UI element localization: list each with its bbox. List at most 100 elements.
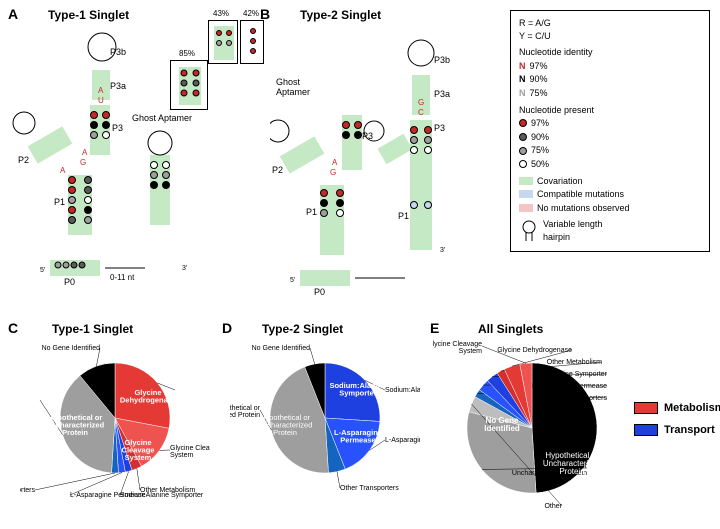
pie-slice-label: Glycine CleavageSystem bbox=[432, 341, 482, 355]
pie-slice-label: Sodium:Alanine Symporter bbox=[385, 387, 420, 394]
hairpin-icon bbox=[519, 219, 539, 243]
p1-stem bbox=[68, 175, 92, 235]
nt-letter: U bbox=[98, 96, 104, 105]
nt-letter: A bbox=[82, 148, 88, 157]
pie-slice-label: No Gene Identified bbox=[252, 345, 310, 352]
pie-slice-label: Glycine Dehydrogenase bbox=[497, 347, 572, 354]
callout-pct-b: 43% bbox=[213, 9, 229, 18]
svg-text:A: A bbox=[332, 158, 338, 167]
p2-loop-b bbox=[270, 120, 289, 142]
pie-c: Glycine Dehydrogenase Glycine CleavageSys… bbox=[20, 340, 210, 505]
panel-title-a: Type-1 Singlet bbox=[48, 8, 129, 22]
rna-svg-type1: G A A U A bbox=[10, 25, 250, 315]
panel-label-c: C bbox=[8, 320, 18, 336]
panel-title-e: All Singlets bbox=[478, 322, 543, 336]
p2-stem bbox=[28, 126, 73, 163]
callout-pct-a: 85% bbox=[179, 49, 195, 58]
nt-letter: G bbox=[80, 158, 86, 167]
legend-nomut: No mutations observed bbox=[537, 202, 630, 215]
callout-c: 42% bbox=[240, 20, 264, 64]
stem-label-p3a: P3a bbox=[110, 81, 126, 91]
stem-label-p2-b: P2 bbox=[272, 165, 283, 175]
callout-pct-c: 42% bbox=[243, 9, 259, 18]
legend-compat: Compatible mutations bbox=[537, 188, 624, 201]
ghost-aptamer-label-b: Ghost Aptamer bbox=[276, 77, 326, 97]
p0-stem-b bbox=[300, 270, 350, 286]
stem-label-p3b-b: P3b bbox=[434, 55, 450, 65]
legend-iupac1: R = A/G bbox=[519, 17, 701, 30]
pie-slice-label: Glycine CleavageSystem bbox=[170, 445, 210, 459]
callout-a: 85% bbox=[170, 60, 208, 110]
stem-label-p3b: P3b bbox=[110, 47, 126, 57]
stem-label-p3a-b: P3a bbox=[434, 89, 450, 99]
p2-stem-b bbox=[280, 136, 325, 173]
pie-slice-label: L-Asparagine Permease bbox=[70, 492, 146, 499]
legend-id-75: 75% bbox=[530, 87, 548, 100]
pie-slice-label: Other Transporters bbox=[20, 487, 35, 494]
pie-interior-label: L-AsparaginePermease bbox=[334, 428, 382, 445]
legend-pr-50: 50% bbox=[531, 158, 549, 171]
legend-pr-97: 97% bbox=[531, 117, 549, 130]
stem-label-p3-b: P3 bbox=[362, 131, 373, 141]
three-prime: 3' bbox=[182, 265, 187, 272]
ghost-aptamer-label: Ghost Aptamer bbox=[132, 113, 192, 123]
transport-label: Transport bbox=[664, 424, 715, 436]
pie-d: Sodium:Alanine Symporter L-Asparagine Per… bbox=[230, 340, 420, 505]
nt-letter: A bbox=[98, 86, 104, 95]
legend-identity-title: Nucleotide identity bbox=[519, 46, 701, 59]
linker-label: 0-11 nt bbox=[110, 273, 134, 282]
pie-e: No Gene IdentifiedHypothetical orUnchara… bbox=[432, 338, 632, 515]
stem-label-p3-gb: P3 bbox=[434, 123, 445, 133]
stem-label-p1: P1 bbox=[54, 197, 65, 207]
svg-text:G: G bbox=[330, 168, 336, 177]
stem-label-p2: P2 bbox=[18, 155, 29, 165]
pie-slice-label: Glycine Dehydrogenase bbox=[175, 387, 210, 394]
svg-text:G: G bbox=[418, 98, 424, 107]
pie-slice-label: L-Asparagine Permease bbox=[385, 437, 420, 444]
panel-title-b: Type-2 Singlet bbox=[300, 8, 381, 22]
pie-slice-label: Hypothetical orUncharacterized Protein bbox=[230, 405, 261, 419]
category-legend: Metabolism Transport bbox=[634, 400, 720, 438]
pie-interior-label: GlycineCleavageSystem bbox=[122, 438, 155, 462]
stem-label-p0-b: P0 bbox=[314, 287, 325, 297]
pie-d-svg: Sodium:Alanine Symporter L-Asparagine Per… bbox=[230, 340, 420, 500]
legend-pr-90: 90% bbox=[531, 131, 549, 144]
svg-text:C: C bbox=[418, 108, 424, 117]
pie-slice-label: L-Asparagine Permease bbox=[532, 383, 608, 390]
pie-slice-label: No Gene Identified bbox=[42, 345, 100, 352]
pie-slice-label: Sodium:Alanine Symporter bbox=[524, 371, 608, 378]
ghost-p2-b bbox=[378, 134, 413, 165]
ghost-loop bbox=[148, 131, 172, 155]
legend-box: R = A/G Y = C/U Nucleotide identity N97%… bbox=[510, 10, 710, 252]
nt-letter: A bbox=[60, 166, 66, 175]
pie-slice-label: Other Transporters bbox=[340, 485, 399, 492]
pie-interior-label: No GeneIdentified bbox=[484, 416, 520, 433]
stem-label-p1-gb: P1 bbox=[398, 211, 409, 221]
legend-hairpin: Variable length hairpin bbox=[543, 218, 623, 243]
metabolism-swatch bbox=[634, 402, 658, 414]
pie-slice-label: Other bbox=[544, 503, 562, 510]
rna-diagram-type1: G A A U A P3b P3a P3 P2 P1 P0 Ghost Apta… bbox=[10, 25, 250, 315]
legend-cov: Covariation bbox=[537, 175, 583, 188]
legend-pr-75: 75% bbox=[531, 144, 549, 157]
legend-iupac2: Y = C/U bbox=[519, 30, 701, 43]
pie-slice-label: Hypothetical orUncharacterized Protein bbox=[20, 395, 41, 409]
stem-label-p1-b: P1 bbox=[306, 207, 317, 217]
five-prime-b: 5' bbox=[290, 277, 295, 284]
rna-svg-type2: G A C G bbox=[270, 25, 490, 315]
pie-e-svg: No Gene IdentifiedHypothetical orUnchara… bbox=[432, 338, 632, 510]
metabolism-label: Metabolism bbox=[664, 402, 720, 414]
pie-c-svg: Glycine Dehydrogenase Glycine CleavageSys… bbox=[20, 340, 210, 500]
legend-id-97: 97% bbox=[530, 60, 548, 73]
panel-label-e: E bbox=[430, 320, 439, 336]
legend-id-90: 90% bbox=[530, 73, 548, 86]
panel-title-c: Type-1 Singlet bbox=[52, 322, 133, 336]
ghost-p3b-loop bbox=[408, 40, 434, 66]
stem-label-p3: P3 bbox=[112, 123, 123, 133]
legend-present-title: Nucleotide present bbox=[519, 104, 701, 117]
stem-label-p0: P0 bbox=[64, 277, 75, 287]
panel-title-d: Type-2 Singlet bbox=[262, 322, 343, 336]
p2-loop bbox=[13, 112, 35, 134]
three-prime-b: 3' bbox=[440, 247, 445, 254]
panel-label-a: A bbox=[8, 6, 18, 22]
